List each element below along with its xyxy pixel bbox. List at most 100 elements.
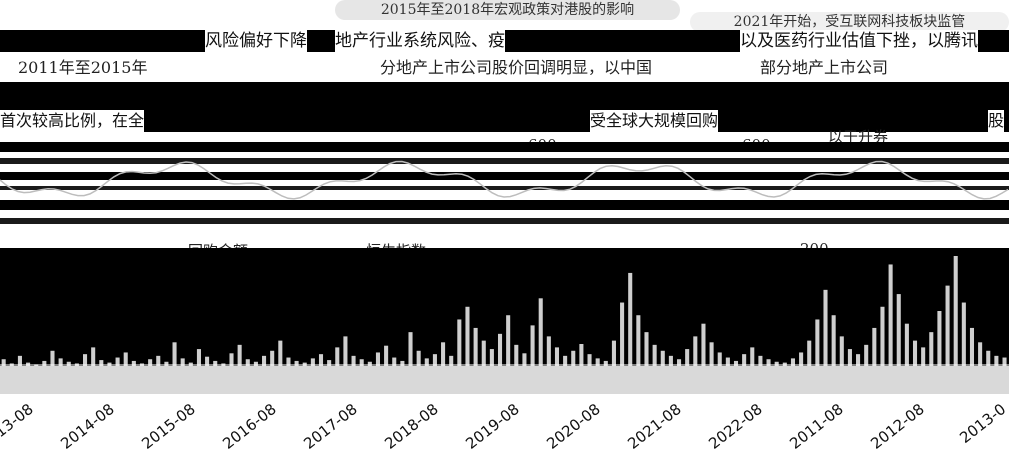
annotation-line-1-right: 以及医药行业估值下挫，以腾讯 (740, 30, 978, 52)
bar-buyback-12 (99, 360, 104, 366)
bar-buyback-93 (758, 355, 763, 366)
bar-buyback-75 (611, 340, 616, 366)
annotation-line-2-mid: 分地产上市公司股价回调明显，以中国 (380, 58, 653, 77)
noise-band-1 (0, 158, 1009, 164)
bar-buyback-58 (473, 327, 478, 366)
bar-buyback-8 (66, 361, 71, 366)
bar-buyback-104 (847, 349, 852, 366)
bar-buyback-120 (978, 342, 983, 366)
noise-band-2 (0, 172, 1009, 180)
bar-buyback-23 (188, 362, 193, 366)
bar-buyback-101 (823, 289, 828, 366)
bar-buyback-40 (327, 360, 332, 366)
bar-buyback-33 (270, 350, 275, 366)
x-tick-label-8: 2021-08 (624, 400, 686, 453)
x-tick-label-11: 2012-08 (867, 400, 929, 453)
bar-buyback-22 (180, 358, 185, 366)
bar-buyback-61 (497, 333, 503, 366)
bar-buyback-56 (457, 319, 462, 366)
x-tick-label-0: 2013-08 (0, 400, 38, 453)
noise-band-0 (0, 142, 1009, 152)
bar-buyback-2 (17, 355, 22, 366)
x-tick-label-5: 2018-08 (381, 400, 443, 453)
annotation-line-2: 2011年至2015年 分地产上市公司股价回调明显，以中国 部分地产上市公司 (0, 56, 1009, 80)
bar-buyback-38 (310, 358, 315, 366)
x-tick-label-6: 2019-08 (462, 400, 524, 453)
bar-buyback-68 (554, 347, 560, 366)
caption-pill-top: 2015年至2018年宏观政策对港股的影响 (335, 0, 680, 20)
bar-buyback-64 (522, 353, 527, 366)
bar-buyback-87 (709, 342, 714, 366)
bar-buyback-105 (856, 354, 861, 366)
x-tick-label-4: 2017-08 (300, 400, 362, 453)
bar-buyback-96 (782, 362, 787, 366)
bar-buyback-65 (530, 325, 535, 366)
bar-buyback-102 (831, 315, 836, 366)
bar-buyback-53 (432, 354, 437, 366)
bar-buyback-119 (969, 327, 975, 366)
bar-buyback-5 (42, 360, 47, 366)
annotation-line-3-far: 股 (988, 110, 1005, 132)
bar-buyback-116 (945, 285, 950, 366)
bar-buyback-59 (481, 340, 486, 366)
bar-buyback-81 (660, 350, 665, 366)
bar-buyback-0 (1, 359, 6, 366)
bar-buyback-122 (994, 355, 999, 366)
bar-buyback-15 (123, 352, 128, 366)
annotation-line-3: 首次较高比例，在全 受全球大规模回购 股 (0, 110, 1009, 132)
bar-buyback-3 (26, 362, 31, 366)
bar-buyback-35 (286, 357, 291, 366)
bar-buyback-111 (904, 323, 909, 366)
caption-pill-mid: 以于升券 (828, 128, 889, 146)
annotation-line-1-mid: 地产行业系统风险、疫 (335, 30, 505, 52)
bar-buyback-90 (733, 360, 739, 366)
bar-buyback-39 (318, 354, 324, 366)
bar-buyback-30 (245, 359, 250, 366)
bar-buyback-117 (953, 256, 958, 366)
bar-buyback-44 (359, 359, 364, 366)
bar-buyback-109 (888, 264, 893, 366)
bar-buyback-66 (538, 298, 543, 366)
bar-buyback-55 (449, 355, 454, 366)
annotation-band-dark (0, 82, 1009, 110)
bar-buyback-19 (156, 355, 161, 366)
bar-buyback-28 (229, 353, 234, 366)
x-tick-label-2: 2015-08 (138, 400, 200, 453)
bar-buyback-76 (620, 302, 625, 366)
bar-buyback-25 (205, 356, 210, 366)
bar-buyback-73 (595, 358, 600, 366)
caption-pill-top-right: 2021年开始，受互联网科技板块监管 (690, 12, 1009, 32)
bar-buyback-114 (929, 332, 934, 366)
noise-band-3 (0, 186, 1009, 190)
x-tick-label-9: 2022-08 (705, 400, 767, 453)
bar-buyback-99 (807, 340, 812, 366)
bar-buyback-32 (262, 355, 267, 366)
bar-buyback-20 (164, 361, 169, 366)
bar-buyback-107 (872, 327, 877, 366)
bar-buyback-29 (237, 344, 242, 366)
bar-buyback-46 (375, 352, 380, 366)
bar-buyback-52 (424, 358, 429, 366)
bar-buyback-34 (278, 340, 283, 366)
bar-buyback-83 (677, 359, 682, 366)
bar-buyback-69 (563, 355, 568, 366)
bar-buyback-67 (546, 336, 551, 366)
bar-buyback-78 (636, 315, 641, 366)
bar-buyback-48 (392, 357, 397, 366)
bar-buyback-47 (384, 345, 389, 366)
bar-buyback-100 (815, 319, 820, 366)
bar-buyback-97 (790, 358, 795, 366)
x-tick-label-10: 2011-08 (786, 400, 848, 453)
bar-buyback-24 (196, 349, 201, 366)
bar-buyback-26 (213, 360, 218, 366)
bar-buyback-110 (896, 294, 901, 366)
bar-buyback-18 (148, 359, 153, 366)
buyback-bar-chart (0, 248, 1009, 366)
bar-buyback-6 (50, 350, 55, 366)
bar-buyback-60 (489, 349, 494, 366)
bar-buyback-84 (685, 349, 690, 366)
bar-buyback-11 (91, 347, 96, 366)
index-line-region (0, 142, 1009, 224)
bar-buyback-88 (717, 352, 722, 366)
